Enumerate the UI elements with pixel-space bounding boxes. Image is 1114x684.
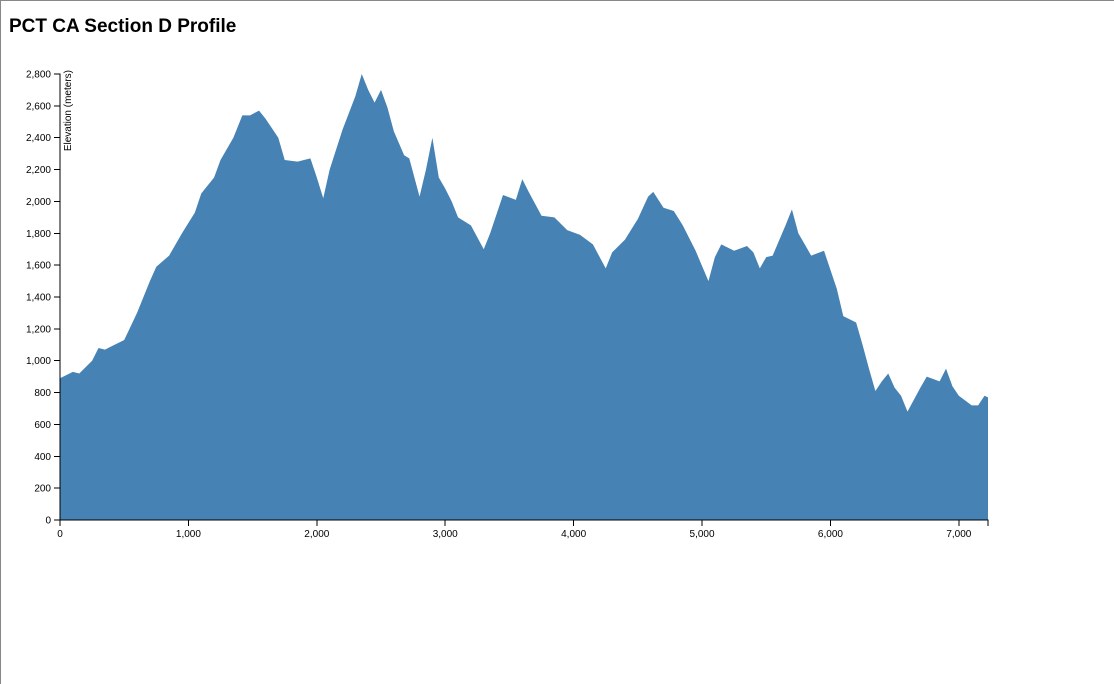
y-tick-label: 2,400 — [26, 133, 51, 144]
y-tick-label: 1,200 — [26, 324, 51, 335]
y-tick-label: 2,800 — [26, 70, 51, 81]
y-tick-label: 200 — [34, 484, 51, 495]
x-tick-label: 1,000 — [176, 529, 201, 540]
x-tick-label: 0 — [57, 529, 63, 540]
x-tick-label: 2,000 — [304, 529, 329, 540]
x-tick-label: 6,000 — [818, 529, 843, 540]
x-axis — [59, 519, 989, 526]
y-tick-label: 1,000 — [26, 356, 51, 367]
y-tick-label: 2,000 — [26, 197, 51, 208]
y-tick-label: 400 — [34, 452, 51, 463]
y-tick-label: 1,600 — [26, 261, 51, 272]
x-tick-label: 4,000 — [561, 529, 586, 540]
x-tick-label: 7,000 — [946, 529, 971, 540]
y-tick-label: 800 — [34, 388, 51, 399]
x-tick-label: 5,000 — [690, 529, 715, 540]
chart-title: PCT CA Section D Profile — [9, 16, 236, 37]
elevation-area — [60, 74, 988, 520]
y-tick-label: 2,200 — [26, 165, 51, 176]
y-tick-label: 0 — [45, 516, 51, 527]
y-tick-label: 2,600 — [26, 101, 51, 112]
y-axis-label: Elevation (meters) — [63, 70, 74, 151]
y-tick-label: 600 — [34, 420, 51, 431]
y-tick-label: 1,400 — [26, 293, 51, 304]
x-tick-label: 3,000 — [433, 529, 458, 540]
y-tick-label: 1,800 — [26, 229, 51, 240]
